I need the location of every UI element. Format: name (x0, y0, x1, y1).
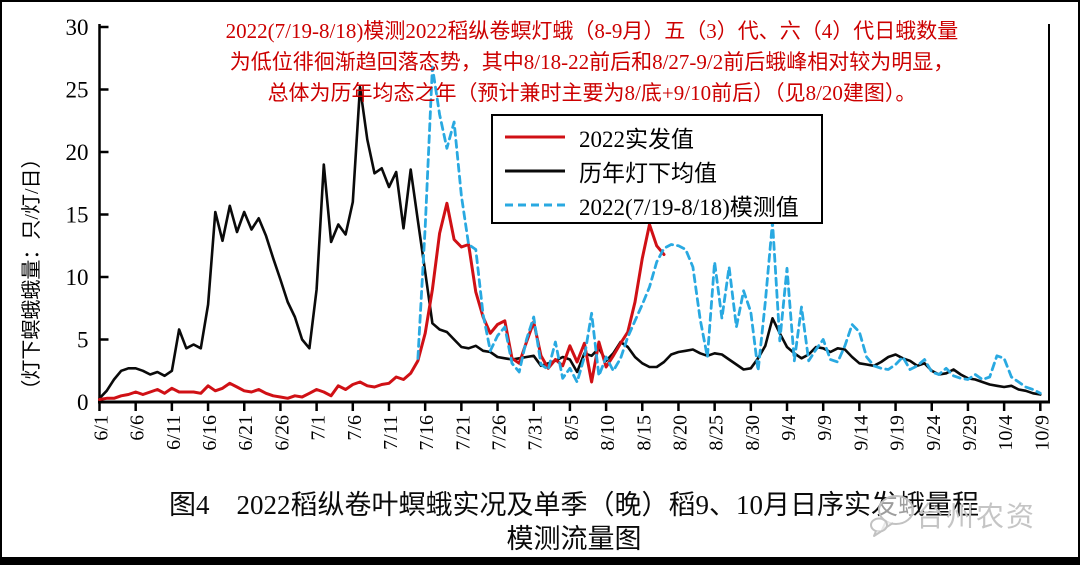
y-axis-title: （灯下螟蛾蛾量：只/灯/日） (20, 148, 43, 399)
title-line-3: 总体为历年均态之年（预计兼时主要为8/底+9/10前后）（见8/20建图）。 (267, 81, 917, 105)
title-line-2: 为低位徘徊渐趋回落态势，其中8/18-22前后和8/27-9/2前后蛾峰相对较为… (229, 50, 955, 74)
watermark-text: 台州农资 (916, 502, 1037, 533)
x-tick-label: 8/25 (706, 415, 728, 451)
x-tick-label: 9/19 (887, 415, 909, 451)
legend-label-average: 历年灯下均值 (579, 161, 717, 186)
y-tick-label: 25 (66, 78, 89, 103)
legend-label-model: 2022(7/19-8/18)模测值 (579, 195, 799, 220)
x-tick-label: 9/24 (923, 415, 945, 451)
legend-line-solid-red-icon (505, 135, 565, 139)
chat-bubbles-icon (870, 495, 914, 537)
x-tick-label: 8/15 (633, 415, 655, 451)
x-tick-label: 7/1 (308, 415, 330, 441)
x-tick-label: 10/4 (995, 415, 1017, 451)
x-tick-label: 7/11 (380, 415, 402, 450)
y-tick-label: 10 (66, 265, 89, 290)
y-tick-label: 15 (66, 203, 89, 228)
title-line-1: 2022(7/19-8/18)模测2022稻纵卷螟灯蛾（8-9月）五（3）代、六… (225, 19, 959, 43)
caption-line-1: 图4 2022稻纵卷叶螟蛾实况及单季（晚）稻9、10月日序实发蛾量程 (169, 490, 979, 520)
y-tick-label: 5 (77, 328, 89, 353)
series-line-历年灯下均值 (98, 85, 1042, 400)
legend-row-average: 历年灯下均值 (493, 154, 821, 188)
x-tick-label: 9/9 (814, 415, 836, 441)
x-tick-label: 7/21 (452, 415, 474, 451)
watermark: 台州农资 (868, 492, 1036, 538)
x-tick-label: 8/10 (597, 415, 619, 451)
x-tick-label: 9/14 (850, 415, 872, 451)
x-tick-label: 9/4 (778, 415, 800, 441)
x-tick-label: 7/16 (416, 415, 438, 451)
legend-line-dashed-blue-icon (505, 203, 565, 207)
x-tick-label: 8/30 (742, 415, 764, 451)
x-tick-label: 6/16 (199, 415, 221, 451)
x-tick-label: 6/1 (91, 415, 113, 441)
y-tick-label: 20 (66, 140, 89, 165)
x-tick-label: 7/6 (344, 415, 366, 441)
legend-row-model: 2022(7/19-8/18)模测值 (493, 188, 821, 222)
figure-caption: 图4 2022稻纵卷叶螟蛾实况及单季（晚）稻9、10月日序实发蛾量程 模测流量图 (64, 488, 1078, 556)
x-tick-label: 6/6 (127, 415, 149, 441)
x-tick-label: 8/5 (561, 415, 583, 441)
legend-line-solid-black-icon (505, 169, 565, 173)
x-tick-label: 6/11 (163, 415, 185, 450)
series-line-2022实发值 (98, 201, 666, 401)
x-tick-label: 7/26 (489, 415, 511, 451)
legend-row-actual: 2022实发值 (493, 120, 821, 154)
caption-line-2: 模测流量图 (506, 524, 642, 554)
legend-label-actual: 2022实发值 (579, 127, 694, 152)
x-tick-label: 7/31 (525, 415, 547, 451)
x-tick-label: 6/21 (235, 415, 257, 451)
x-tick-label: 10/9 (1031, 415, 1053, 451)
x-tick-label: 9/29 (959, 415, 981, 451)
y-tick-label: 30 (66, 15, 89, 40)
chart-legend: 2022实发值 历年灯下均值 2022(7/19-8/18)模测值 (491, 114, 823, 224)
series-line-2022(7/19-8/18)模测值 (416, 65, 1042, 395)
x-tick-label: 8/20 (669, 415, 691, 451)
bottom-border-bar (2, 557, 1078, 563)
y-tick-label: 0 (77, 390, 89, 415)
chart-title: 2022(7/19-8/18)模测2022稻纵卷螟灯蛾（8-9月）五（3）代、六… (102, 16, 1078, 109)
x-tick-label: 6/26 (271, 415, 293, 451)
